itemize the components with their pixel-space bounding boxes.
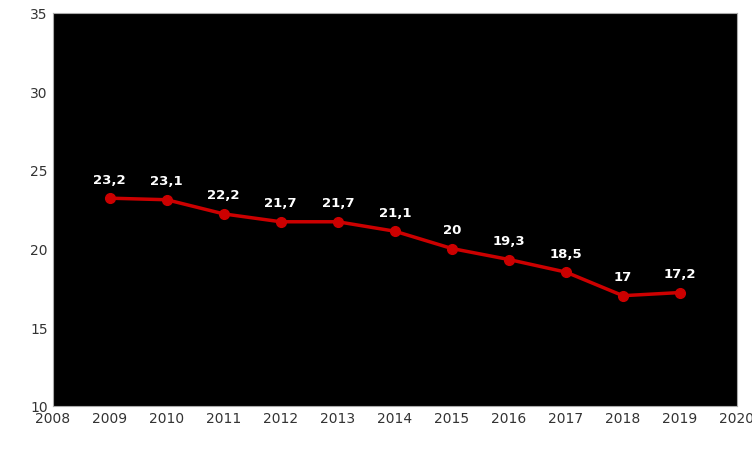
Text: 17: 17 <box>614 271 632 284</box>
Text: 18,5: 18,5 <box>550 247 582 260</box>
Text: 21,7: 21,7 <box>322 197 354 210</box>
Text: 17,2: 17,2 <box>664 267 696 281</box>
Text: 21,7: 21,7 <box>265 197 297 210</box>
Text: 19,3: 19,3 <box>493 235 525 248</box>
Text: 21,1: 21,1 <box>378 206 411 219</box>
Text: 22,2: 22,2 <box>208 189 240 202</box>
Text: 20: 20 <box>443 224 461 236</box>
Text: 23,2: 23,2 <box>93 173 126 186</box>
Text: 23,1: 23,1 <box>150 175 183 188</box>
